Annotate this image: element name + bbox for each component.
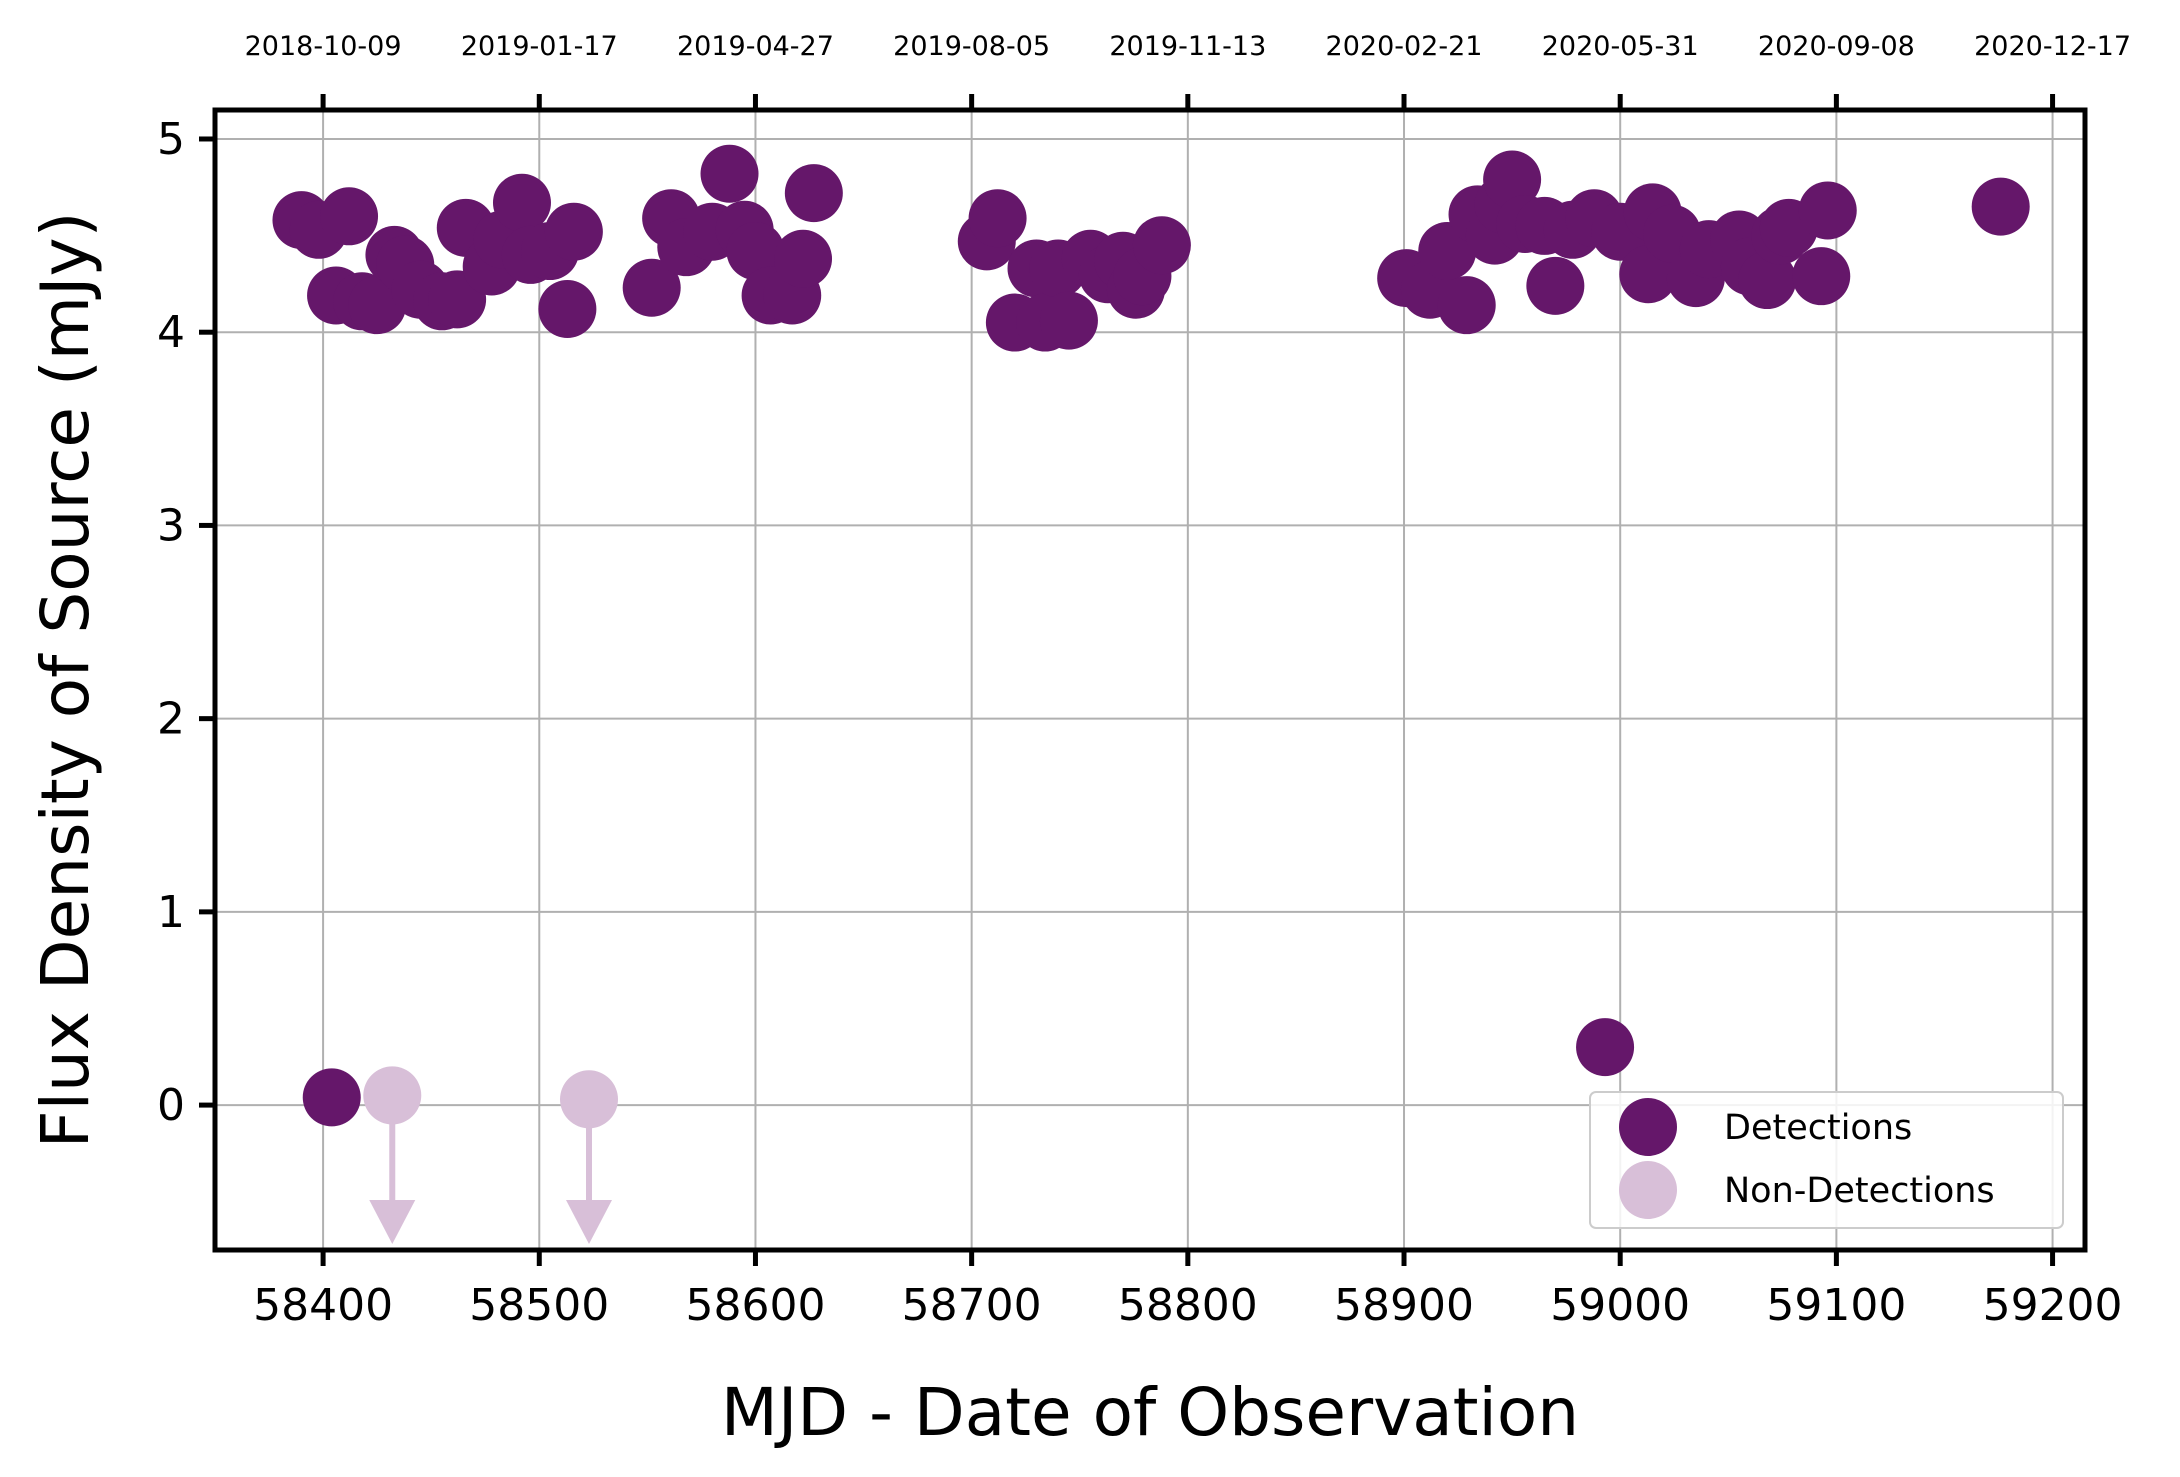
y-tick-label: 1 — [157, 887, 185, 938]
legend-marker-non-detections — [1619, 1161, 1677, 1219]
detection-point — [544, 202, 603, 261]
detection-point — [538, 280, 597, 339]
axes: 58400 58500 58600 58700 58800 58900 59000 59100… — [157, 31, 2131, 1331]
detection-point — [774, 229, 833, 288]
legend-frame — [1589, 1091, 2064, 1229]
detection-point — [1576, 1018, 1635, 1077]
detection-point — [302, 1068, 361, 1127]
top-axis-date-label: 2019-08-05 — [893, 31, 1050, 62]
detection-point — [622, 258, 681, 317]
top-axis-date-label: 2020-05-31 — [1542, 31, 1699, 62]
detection-point — [320, 187, 379, 246]
x-tick-label: 59100 — [1766, 1280, 1906, 1331]
detection-point — [968, 189, 1027, 248]
detection-point — [700, 144, 759, 203]
x-tick-label: 58900 — [1334, 1280, 1474, 1331]
detection-point — [1483, 150, 1542, 209]
detection-point — [1738, 251, 1797, 310]
y-tick-label: 5 — [157, 114, 185, 165]
detection-point — [1437, 276, 1496, 335]
y-axis-title: Flux Density of Source (mJy) — [27, 212, 104, 1149]
x-tick-label: 59200 — [1983, 1280, 2123, 1331]
data-points — [272, 144, 2030, 1244]
y-tick-label: 3 — [157, 500, 185, 551]
legend-marker-detections — [1619, 1098, 1677, 1156]
detection-point — [1132, 216, 1191, 275]
plot-frame — [212, 107, 2088, 1253]
non-detection-point — [363, 1066, 422, 1125]
top-axis-date-label: 2020-02-21 — [1326, 31, 1483, 62]
top-axis-date-label: 2019-01-17 — [461, 31, 618, 62]
x-tick-label: 59000 — [1550, 1280, 1690, 1331]
upper-limit-arrow-head — [369, 1200, 416, 1244]
y-tick-label: 2 — [157, 694, 185, 745]
y-tick-label: 4 — [157, 307, 185, 358]
detection-point — [784, 164, 843, 223]
detection-point — [1971, 177, 2030, 236]
top-axis-date-label: 2018-10-09 — [245, 31, 402, 62]
top-axis-date-label: 2019-04-27 — [677, 31, 834, 62]
detection-point — [492, 173, 551, 232]
legend-label-non-detections: Non-Detections — [1724, 1171, 1995, 1211]
top-axis-date-label: 2019-11-13 — [1109, 31, 1266, 62]
top-axis-date-label: 2020-12-17 — [1974, 31, 2131, 62]
upper-limit-arrow-head — [566, 1200, 612, 1244]
x-tick-label: 58700 — [902, 1280, 1042, 1331]
x-axis-title: MJD - Date of Observation — [721, 1374, 1579, 1451]
x-tick-label: 58600 — [685, 1280, 825, 1331]
detection-point — [1526, 256, 1585, 315]
detection-point — [1798, 181, 1857, 240]
legend-label-detections: Detections — [1724, 1108, 1912, 1148]
detection-point — [726, 222, 785, 281]
x-tick-label: 58400 — [253, 1280, 393, 1331]
non-detection-point — [560, 1070, 618, 1129]
x-tick-label: 58500 — [469, 1280, 609, 1331]
legend: Detections Non-Detections — [1589, 1091, 2064, 1229]
detection-point — [1039, 291, 1098, 350]
top-axis-date-label: 2020-09-08 — [1758, 31, 1915, 62]
detection-point — [1792, 247, 1851, 306]
y-tick-label: 0 — [157, 1080, 185, 1131]
x-tick-label: 58800 — [1118, 1280, 1258, 1331]
